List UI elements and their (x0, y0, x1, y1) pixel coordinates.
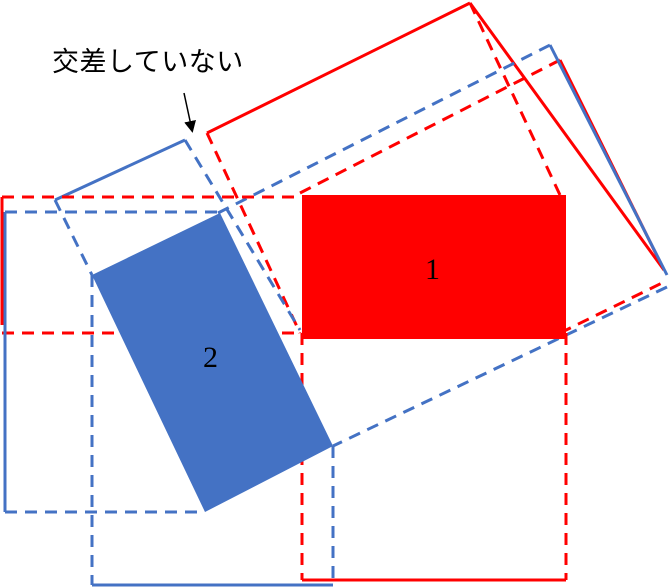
shape-1-label: 1 (425, 253, 440, 286)
annotation-arrow (184, 93, 192, 130)
shape-2-label: 2 (203, 341, 218, 374)
annotation-text: 交差していない (52, 40, 244, 79)
